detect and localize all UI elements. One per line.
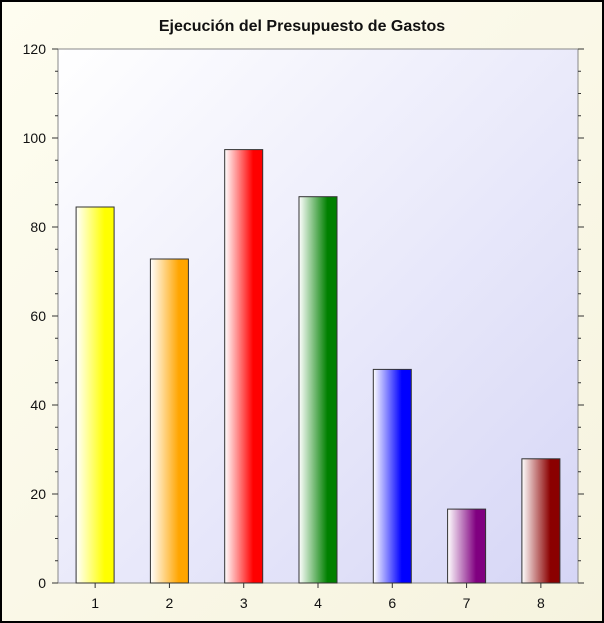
bar-6 (372, 368, 412, 584)
x-tick-label: 1 (91, 595, 99, 611)
x-tick-label: 7 (463, 595, 471, 611)
bar-4 (298, 196, 338, 584)
x-tick-label: 3 (240, 595, 248, 611)
bar-7 (447, 508, 487, 584)
x-tick-label: 2 (166, 595, 174, 611)
bar-3 (224, 149, 264, 584)
y-tick-label: 20 (30, 486, 46, 502)
bar-8 (521, 458, 561, 584)
x-tick-label: 4 (314, 595, 322, 611)
y-tick-label: 80 (30, 219, 46, 235)
y-tick-label: 0 (38, 575, 46, 591)
bar-1 (75, 206, 115, 584)
x-tick-label: 8 (537, 595, 545, 611)
bar-2 (149, 258, 189, 584)
x-tick-label: 6 (388, 595, 396, 611)
y-tick-label: 120 (23, 41, 47, 57)
y-tick-label: 100 (23, 130, 47, 146)
chart-title: Ejecución del Presupuesto de Gastos (158, 18, 446, 35)
y-tick-label: 60 (30, 308, 46, 324)
y-tick-label: 40 (30, 397, 46, 413)
